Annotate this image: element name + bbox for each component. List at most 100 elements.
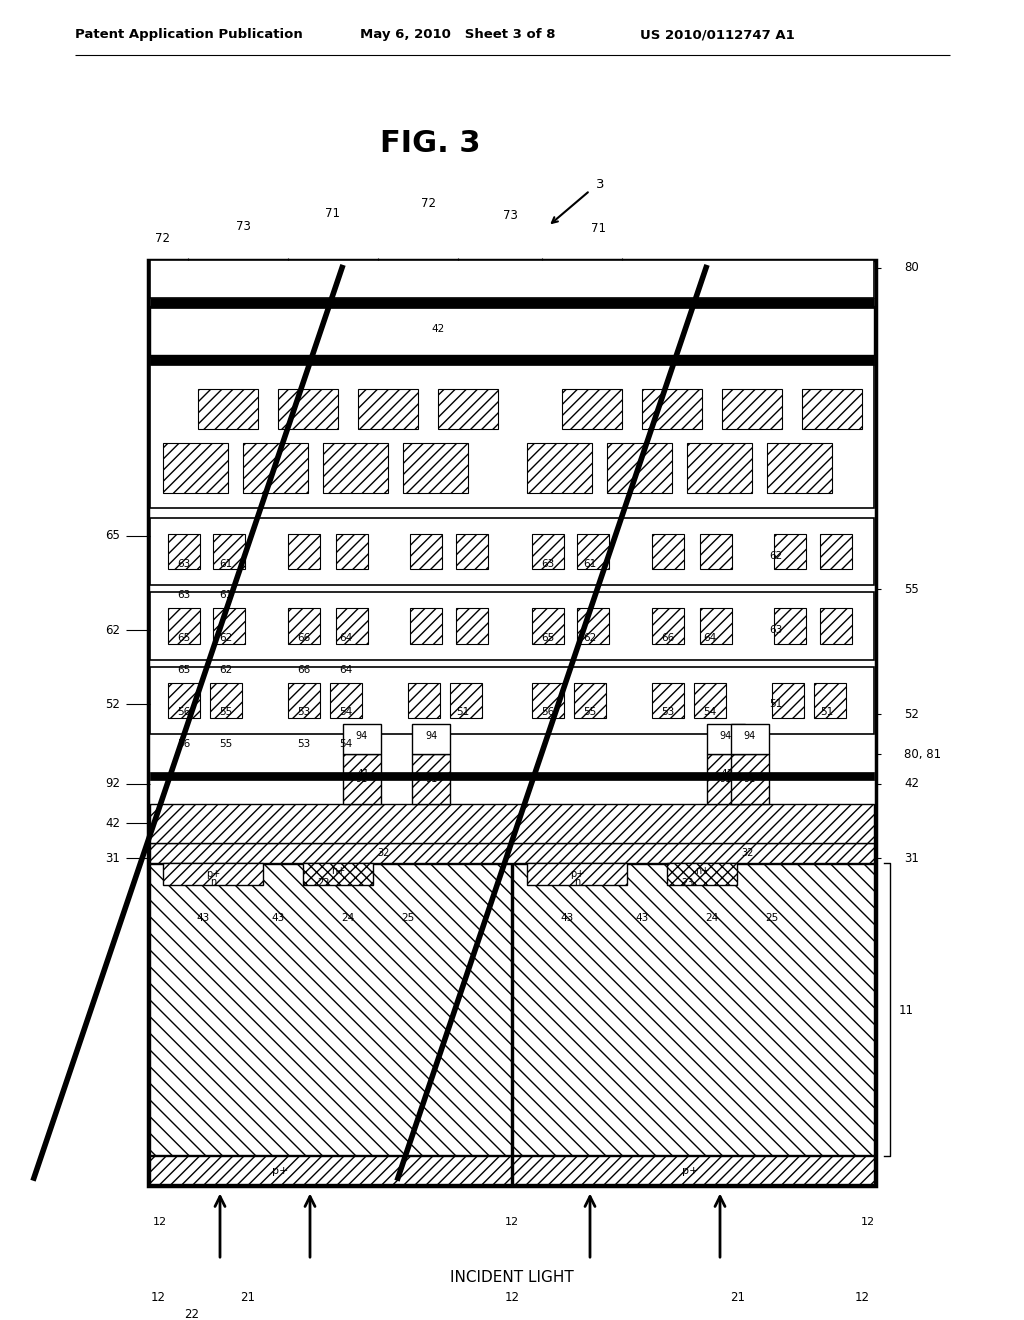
- Bar: [450, 682, 482, 718]
- Bar: [303, 863, 373, 884]
- Text: 53: 53: [662, 708, 675, 717]
- Text: 42: 42: [431, 325, 444, 334]
- Text: 31: 31: [904, 851, 919, 865]
- Bar: [150, 772, 874, 780]
- Text: 63: 63: [177, 558, 190, 569]
- Text: 91: 91: [356, 774, 368, 784]
- Bar: [700, 533, 732, 569]
- Bar: [652, 609, 684, 644]
- Bar: [802, 389, 862, 429]
- Text: 43: 43: [197, 912, 210, 923]
- Text: 92: 92: [105, 777, 121, 791]
- Text: 12: 12: [151, 1291, 166, 1304]
- Bar: [814, 682, 846, 718]
- Text: 66: 66: [297, 665, 310, 675]
- Text: 66: 66: [297, 634, 310, 643]
- Text: 55: 55: [584, 708, 597, 717]
- Text: 65: 65: [105, 529, 121, 543]
- Text: 42: 42: [105, 817, 121, 830]
- Text: 24: 24: [706, 912, 719, 923]
- Text: 54: 54: [339, 739, 352, 750]
- Text: 62: 62: [105, 623, 121, 636]
- Bar: [642, 389, 702, 429]
- Text: May 6, 2010   Sheet 3 of 8: May 6, 2010 Sheet 3 of 8: [360, 28, 555, 41]
- Text: 71: 71: [326, 207, 341, 220]
- Text: n+: n+: [695, 866, 710, 876]
- Text: 12: 12: [505, 1217, 519, 1228]
- Text: 56: 56: [177, 708, 190, 717]
- Text: n: n: [573, 876, 581, 887]
- Text: 54: 54: [703, 708, 717, 717]
- Bar: [343, 754, 381, 804]
- Text: 22: 22: [184, 1308, 200, 1320]
- Text: 42: 42: [904, 777, 919, 791]
- Text: 65: 65: [177, 634, 190, 643]
- Bar: [213, 609, 245, 644]
- Bar: [150, 297, 874, 308]
- Bar: [774, 533, 806, 569]
- Bar: [150, 358, 874, 508]
- Bar: [288, 682, 319, 718]
- Text: 21: 21: [241, 1291, 256, 1304]
- Bar: [707, 725, 745, 754]
- Text: 3: 3: [596, 178, 604, 191]
- Text: 64: 64: [339, 634, 352, 643]
- Bar: [820, 533, 852, 569]
- Bar: [150, 804, 874, 843]
- Text: 62: 62: [219, 665, 232, 675]
- Bar: [410, 609, 442, 644]
- Text: 94: 94: [743, 731, 756, 742]
- Bar: [532, 609, 564, 644]
- Text: 94: 94: [356, 731, 368, 742]
- Bar: [527, 444, 592, 494]
- Text: 52: 52: [904, 708, 919, 721]
- Bar: [412, 754, 450, 804]
- Bar: [652, 533, 684, 569]
- Text: 62: 62: [219, 634, 232, 643]
- Bar: [532, 682, 564, 718]
- Bar: [213, 533, 245, 569]
- Text: n+: n+: [331, 866, 345, 876]
- Bar: [772, 682, 804, 718]
- Text: 53: 53: [297, 739, 310, 750]
- Bar: [731, 754, 769, 804]
- Text: 71: 71: [591, 222, 605, 235]
- Text: 63: 63: [542, 558, 555, 569]
- Bar: [148, 260, 876, 1185]
- Text: 51: 51: [457, 708, 470, 717]
- Text: 66: 66: [662, 634, 675, 643]
- Text: 53: 53: [297, 708, 310, 717]
- Text: 52: 52: [105, 698, 121, 711]
- Text: 80: 80: [904, 261, 919, 275]
- Bar: [687, 444, 752, 494]
- Text: 12: 12: [861, 1217, 876, 1228]
- Bar: [577, 609, 609, 644]
- Bar: [607, 444, 672, 494]
- Bar: [343, 725, 381, 754]
- Bar: [731, 725, 769, 754]
- Text: US 2010/0112747 A1: US 2010/0112747 A1: [640, 28, 795, 41]
- Text: 51: 51: [769, 700, 782, 709]
- Bar: [767, 444, 831, 494]
- Bar: [513, 1156, 874, 1184]
- Bar: [278, 389, 338, 429]
- Text: 55: 55: [219, 739, 232, 750]
- Text: 32: 32: [377, 849, 389, 858]
- Bar: [288, 609, 319, 644]
- Bar: [694, 682, 726, 718]
- Text: 24: 24: [341, 912, 354, 923]
- Bar: [150, 306, 874, 355]
- Text: 65: 65: [177, 665, 190, 675]
- Text: 21: 21: [730, 1291, 745, 1304]
- Text: 62: 62: [769, 550, 782, 561]
- Text: 55: 55: [219, 708, 232, 717]
- Text: 41: 41: [720, 768, 733, 779]
- Text: 64: 64: [339, 665, 352, 675]
- Bar: [574, 682, 606, 718]
- Bar: [198, 389, 258, 429]
- Text: 43: 43: [560, 912, 573, 923]
- Bar: [438, 389, 498, 429]
- Text: 31: 31: [105, 851, 121, 865]
- Bar: [513, 865, 874, 1155]
- Text: 51: 51: [820, 708, 834, 717]
